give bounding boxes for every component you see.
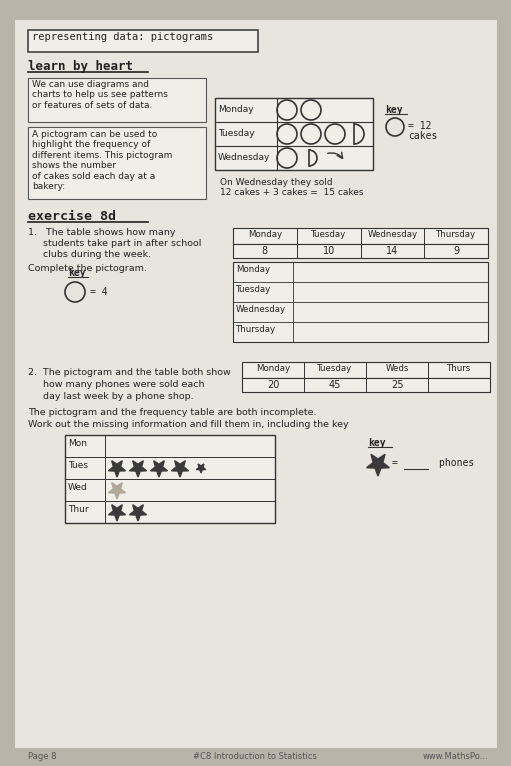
- Text: key: key: [385, 105, 403, 115]
- Text: Thurs: Thurs: [447, 364, 471, 373]
- Text: www.MathsPo...: www.MathsPo...: [423, 752, 488, 761]
- Text: =       phones: = phones: [392, 458, 474, 468]
- Polygon shape: [196, 464, 206, 473]
- Text: Page 8: Page 8: [28, 752, 57, 761]
- Text: Wednesday: Wednesday: [236, 305, 286, 314]
- Text: 20: 20: [267, 380, 279, 390]
- Text: clubs during the week.: clubs during the week.: [28, 250, 151, 259]
- Text: 45: 45: [329, 380, 341, 390]
- Text: #C8 Introduction to Statistics: #C8 Introduction to Statistics: [193, 752, 317, 761]
- Text: Complete the pictogram.: Complete the pictogram.: [28, 264, 147, 273]
- Text: learn by heart: learn by heart: [28, 60, 133, 73]
- Text: = 4: = 4: [90, 287, 108, 297]
- Text: 10: 10: [322, 246, 335, 256]
- Text: Tuesday: Tuesday: [317, 364, 353, 373]
- Text: 8: 8: [262, 246, 268, 256]
- Text: day last week by a phone shop.: day last week by a phone shop.: [28, 392, 194, 401]
- Polygon shape: [108, 460, 126, 477]
- Polygon shape: [129, 460, 147, 477]
- Text: 14: 14: [386, 246, 399, 256]
- Text: cakes: cakes: [408, 131, 437, 141]
- Text: Thur: Thur: [68, 505, 88, 514]
- Text: We can use diagrams and
charts to help us see patterns
or features of sets of da: We can use diagrams and charts to help u…: [32, 80, 168, 110]
- Text: Work out the missing information and fill them in, including the key: Work out the missing information and fil…: [28, 420, 349, 429]
- Bar: [233, 244, 488, 258]
- Text: exercise 8d: exercise 8d: [28, 210, 116, 223]
- Text: Thursday: Thursday: [436, 230, 476, 239]
- Text: = 12: = 12: [408, 121, 431, 131]
- Text: students take part in after school: students take part in after school: [28, 239, 201, 248]
- Text: Wednesday: Wednesday: [367, 230, 417, 239]
- Polygon shape: [366, 454, 389, 476]
- Text: Monday: Monday: [236, 265, 270, 274]
- Text: 2.  The pictogram and the table both show: 2. The pictogram and the table both show: [28, 368, 231, 377]
- Text: Thursday: Thursday: [236, 325, 276, 334]
- Bar: [242, 378, 490, 392]
- Text: Tues: Tues: [68, 461, 88, 470]
- Bar: [233, 228, 488, 244]
- Text: Tuesday: Tuesday: [311, 230, 346, 239]
- Polygon shape: [108, 483, 126, 499]
- Text: Monday: Monday: [248, 230, 282, 239]
- Text: 1.   The table shows how many: 1. The table shows how many: [28, 228, 175, 237]
- Bar: [242, 362, 490, 378]
- Text: 9: 9: [453, 246, 459, 256]
- Text: Tuesday: Tuesday: [236, 285, 271, 294]
- Bar: [28, 78, 206, 122]
- Text: Tuesday: Tuesday: [218, 129, 254, 138]
- Text: A pictogram can be used to
highlight the frequency of
different items. This pict: A pictogram can be used to highlight the…: [32, 130, 172, 191]
- Bar: [233, 262, 488, 342]
- Text: 25: 25: [391, 380, 403, 390]
- Text: The pictogram and the frequency table are both incomplete.: The pictogram and the frequency table ar…: [28, 408, 316, 417]
- Polygon shape: [150, 460, 168, 477]
- Text: Weds: Weds: [385, 364, 409, 373]
- Text: key: key: [68, 268, 86, 278]
- Polygon shape: [108, 505, 126, 521]
- Text: Mon: Mon: [68, 439, 87, 448]
- Text: how many phones were sold each: how many phones were sold each: [28, 380, 204, 389]
- Text: On Wednesday they sold
12 cakes + 3 cakes =  15 cakes: On Wednesday they sold 12 cakes + 3 cake…: [220, 178, 363, 198]
- Bar: [28, 30, 258, 52]
- Text: Wednesday: Wednesday: [218, 153, 270, 162]
- Polygon shape: [171, 460, 189, 477]
- Text: Wed: Wed: [68, 483, 88, 492]
- Text: key: key: [368, 438, 386, 448]
- Text: Monday: Monday: [218, 105, 253, 114]
- Text: representing data: pictograms: representing data: pictograms: [32, 32, 213, 42]
- Text: Monday: Monday: [256, 364, 290, 373]
- Bar: [28, 127, 206, 199]
- Polygon shape: [129, 505, 147, 521]
- Bar: [65, 435, 275, 523]
- Bar: [215, 98, 373, 170]
